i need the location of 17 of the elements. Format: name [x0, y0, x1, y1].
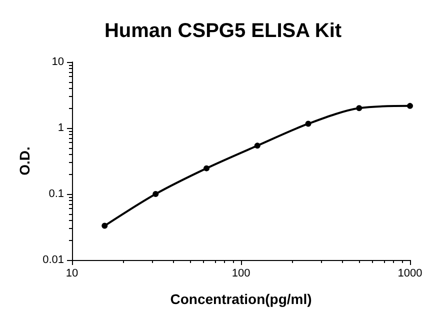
point [356, 105, 362, 112]
x-tick-label: 10 [66, 268, 78, 280]
x-tick-label: 100 [232, 268, 250, 280]
y-tick-label: 0.1 [48, 188, 64, 200]
y-tick-label: 10 [52, 56, 64, 68]
y-tick-label: 1 [58, 122, 64, 134]
x-tick-label: 1000 [398, 268, 422, 280]
point [204, 165, 210, 172]
y-axis-title: O.D. [16, 146, 33, 176]
chart-title: Human CSPG5 ELISA Kit [104, 20, 342, 42]
x-axis-title: Concentration(pg/ml) [170, 291, 312, 307]
point [102, 222, 108, 229]
point [152, 191, 159, 197]
point [305, 120, 312, 127]
point [254, 142, 260, 149]
y-tick-label: 0.01 [42, 254, 64, 266]
point [407, 102, 413, 109]
